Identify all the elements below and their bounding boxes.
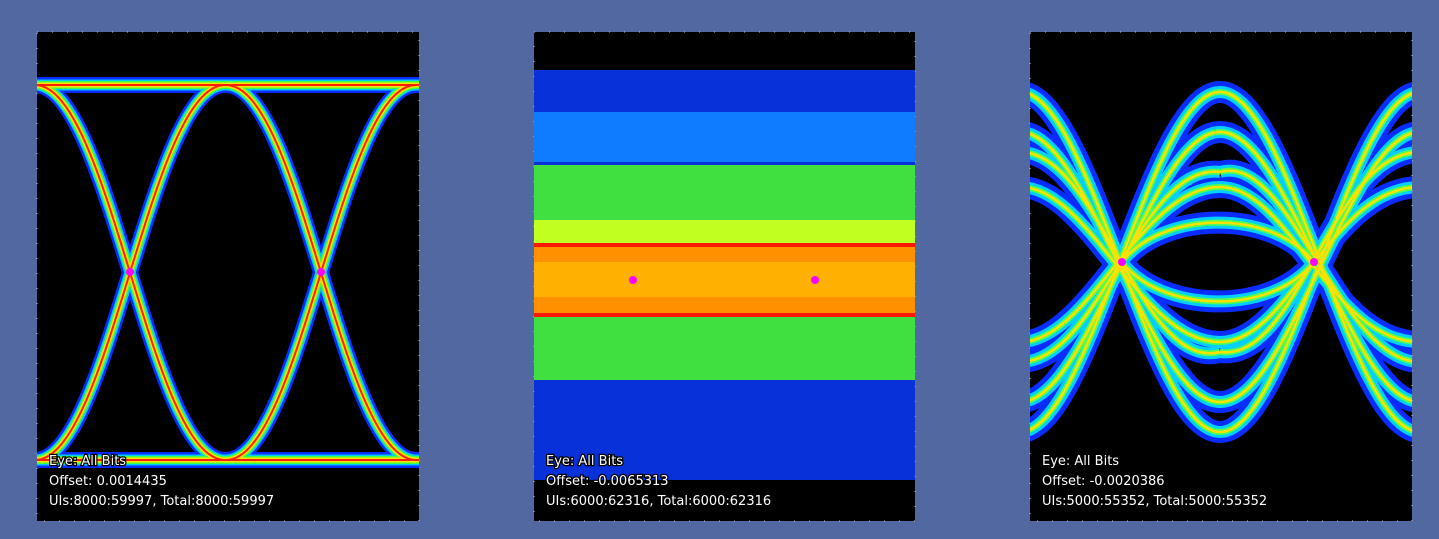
eye-panel: Eye: All Bits Offset: -0.0020386 UIs:500… xyxy=(1020,32,1420,521)
panel-label: Offset: -0.0065313 xyxy=(546,474,669,489)
page: Eye: All Bits Offset: 0.0014435 UIs:8000… xyxy=(0,0,1439,539)
eye-panel: Eye: All Bits Offset: 0.0014435 UIs:8000… xyxy=(0,32,607,521)
panel-label: Eye: All Bits xyxy=(1042,454,1119,469)
panel-label: UIs:5000:55352, Total:5000:55352 xyxy=(1042,494,1267,509)
panel-label: Eye: All Bits xyxy=(49,454,126,469)
eye-screen: Eye: All Bits Offset: 0.0014435 UIs:8000… xyxy=(0,0,1439,539)
panel-label: UIs:6000:62316, Total:6000:62316 xyxy=(546,494,771,509)
eye-panel: Eye: All Bits Offset: -0.0065313 UIs:600… xyxy=(534,32,915,521)
panel-label: Eye: All Bits xyxy=(546,454,623,469)
panel-label: Offset: -0.0020386 xyxy=(1042,474,1165,489)
panel-label: Offset: 0.0014435 xyxy=(49,474,167,489)
panel-label: UIs:8000:59997, Total:8000:59997 xyxy=(49,494,274,509)
